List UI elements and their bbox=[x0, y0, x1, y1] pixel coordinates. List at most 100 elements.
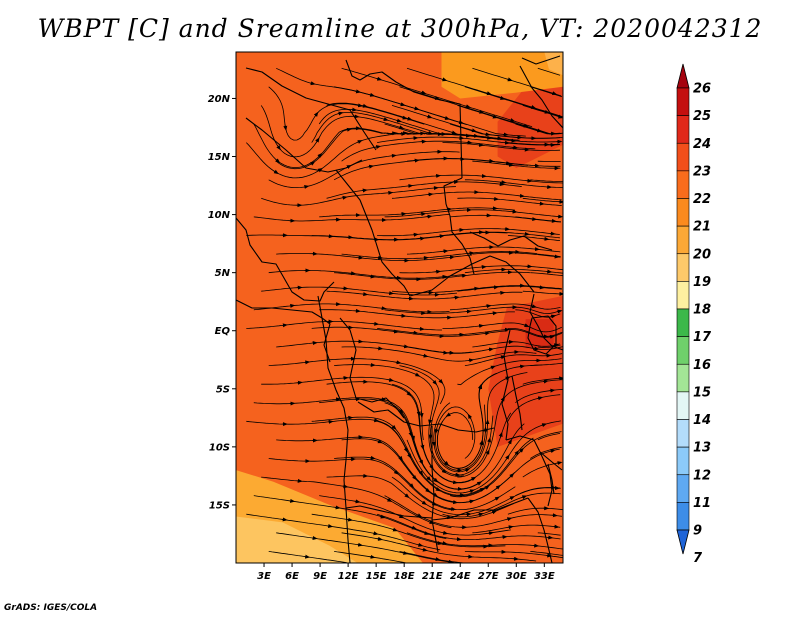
streamline-arrow bbox=[442, 530, 449, 535]
streamline-arrow bbox=[541, 423, 548, 428]
streamline-arrow bbox=[551, 91, 558, 96]
streamline-arrow bbox=[422, 547, 428, 552]
streamline-arrow bbox=[342, 484, 349, 489]
streamline-arrow bbox=[392, 527, 398, 532]
lon-tick-label: 3E bbox=[257, 571, 271, 582]
colorbar-segment bbox=[676, 446, 690, 476]
streamline-arrow bbox=[357, 103, 364, 108]
colorbar-segment bbox=[676, 198, 690, 227]
streamline-arrow bbox=[468, 358, 475, 363]
streamline bbox=[507, 142, 561, 145]
streamline-arrow bbox=[550, 449, 556, 454]
streamline-arrow bbox=[416, 410, 421, 417]
streamline-arrow bbox=[404, 493, 410, 499]
streamline bbox=[334, 364, 464, 477]
grads-credit: GrADS: IGES/COLA bbox=[4, 603, 98, 613]
streamline bbox=[522, 197, 563, 203]
streamline-arrow bbox=[317, 152, 323, 158]
streamline-arrow bbox=[499, 96, 506, 100]
streamline-arrow bbox=[354, 499, 361, 504]
streamline-arrow bbox=[498, 431, 503, 439]
colorbar-top-arrow bbox=[676, 63, 690, 89]
streamline-arrow bbox=[556, 461, 563, 466]
streamline-arrow bbox=[433, 477, 439, 483]
streamline bbox=[253, 397, 422, 461]
lat-tick-label: 5S bbox=[216, 384, 230, 395]
streamline-arrow bbox=[494, 496, 500, 501]
streamline bbox=[326, 181, 522, 199]
border-west-africa bbox=[236, 217, 335, 302]
streamline-arrow bbox=[346, 164, 352, 170]
lake-tanganyika bbox=[511, 375, 523, 431]
streamline-arrow bbox=[519, 447, 524, 453]
streamline-arrow bbox=[391, 424, 397, 430]
streamline-arrow bbox=[369, 554, 376, 559]
streamline bbox=[276, 532, 458, 563]
streamline-arrow bbox=[486, 91, 492, 96]
border-cameroon-chad bbox=[335, 169, 411, 297]
colorbar-label: 18 bbox=[693, 303, 711, 318]
streamline bbox=[472, 341, 561, 348]
streamline bbox=[449, 431, 562, 498]
streamline bbox=[522, 377, 562, 385]
lon-tick-label: 33E bbox=[534, 571, 555, 582]
streamline-arrow bbox=[445, 412, 451, 417]
streamline bbox=[522, 105, 562, 118]
lat-tick-label: EQ bbox=[215, 326, 231, 337]
streamline bbox=[319, 495, 511, 536]
border-mozambique bbox=[527, 497, 553, 563]
streamline-arrow bbox=[418, 470, 424, 476]
streamline-arrow bbox=[412, 475, 417, 481]
streamline-arrow bbox=[484, 485, 490, 490]
streamline bbox=[522, 462, 561, 478]
streamline-arrow bbox=[426, 114, 433, 119]
streamline-arrow bbox=[398, 514, 405, 519]
streamline bbox=[276, 67, 467, 125]
streamline-arrow bbox=[411, 434, 415, 442]
streamline bbox=[507, 235, 561, 241]
streamline bbox=[246, 321, 442, 331]
streamline-arrow bbox=[401, 115, 408, 120]
lon-tick-label: 15E bbox=[366, 571, 387, 582]
streamline bbox=[341, 67, 533, 128]
streamline bbox=[449, 303, 561, 311]
streamline-arrow bbox=[398, 125, 405, 130]
streamline bbox=[530, 179, 563, 182]
streamline bbox=[530, 362, 563, 366]
streamline bbox=[311, 326, 508, 337]
streamline-arrow bbox=[431, 501, 438, 506]
streamline bbox=[434, 404, 486, 471]
streamline bbox=[246, 513, 441, 551]
red-sea-coast bbox=[519, 65, 563, 129]
streamline bbox=[384, 209, 561, 218]
streamline-arrow bbox=[495, 484, 501, 490]
streamline-arrow bbox=[408, 431, 413, 438]
streamline bbox=[261, 376, 424, 441]
streamline-arrow bbox=[549, 334, 555, 339]
streamline bbox=[537, 344, 561, 348]
streamline-arrow bbox=[357, 542, 364, 547]
streamline bbox=[537, 253, 561, 257]
streamline-arrow bbox=[310, 81, 316, 86]
lat-tick-label: 10S bbox=[209, 442, 230, 453]
streamline-arrow bbox=[315, 137, 320, 143]
streamline-arrow bbox=[523, 323, 530, 327]
streamline bbox=[326, 290, 523, 300]
streamline-arrow bbox=[492, 114, 498, 119]
border-drc-east bbox=[501, 329, 511, 441]
streamline-arrow bbox=[478, 109, 485, 114]
longitude-axis: 3E 6E 9E 12E 15E 18E 21E 24E 27E 30E 33E bbox=[257, 563, 555, 582]
streamline bbox=[384, 495, 562, 528]
streamline-arrow bbox=[402, 551, 409, 555]
streamline-arrow bbox=[327, 524, 334, 528]
nile-delta-coast bbox=[521, 55, 561, 65]
streamline-arrow bbox=[531, 304, 538, 309]
streamline-arrow bbox=[523, 123, 529, 128]
streamline bbox=[442, 231, 560, 239]
colorbar-label: 14 bbox=[693, 413, 711, 428]
streamline-arrow bbox=[303, 184, 310, 189]
streamline-arrow bbox=[310, 161, 316, 166]
lon-tick-label: 18E bbox=[394, 571, 415, 582]
streamline-arrow bbox=[375, 145, 382, 150]
streamline-arrow bbox=[283, 124, 288, 131]
